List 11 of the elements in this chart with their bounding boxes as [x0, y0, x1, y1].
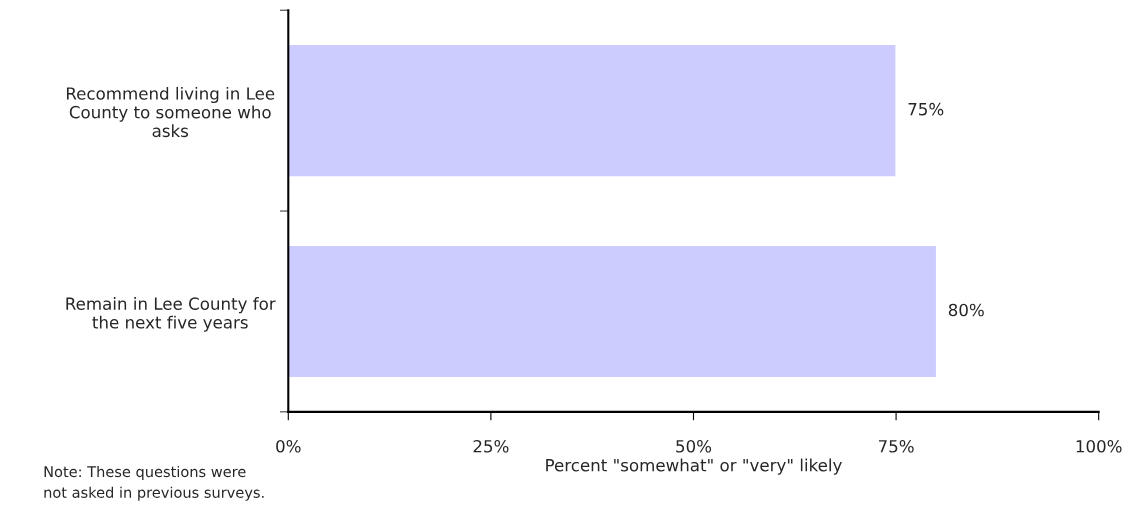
x-tick-label: 25% — [473, 439, 509, 453]
x-tick-label: 50% — [676, 439, 712, 453]
text: Note: These questions were not asked in previous surveys. — [44, 465, 264, 501]
y-tick-label: Recommend living in Lee County to someone who asks — [66, 86, 275, 138]
x-tick-label: 75% — [878, 439, 914, 453]
x-axis-title: Percent "somewhat" or "very" likely — [546, 458, 842, 475]
x-tick-label: 0% — [276, 439, 301, 453]
data-label: 80% — [948, 303, 984, 317]
x-tick-label: 100% — [1076, 439, 1122, 453]
data-label: 75% — [908, 102, 944, 116]
y-tick-label: Remain in Lee County for the next five years — [66, 297, 276, 332]
